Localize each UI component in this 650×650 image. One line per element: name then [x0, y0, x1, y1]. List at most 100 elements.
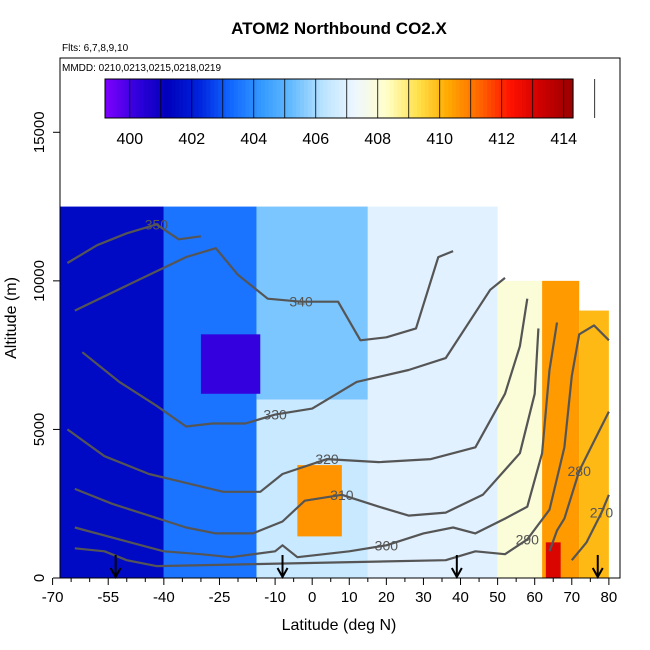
colorbar-swatch-7: [132, 79, 137, 118]
colorbar-swatch-8: [136, 79, 141, 118]
contour-line-300: [74, 322, 559, 559]
colorbar-swatch-14: [159, 79, 165, 118]
field-anomaly-2: [545, 542, 561, 578]
colorbar-swatch-103: [506, 79, 512, 118]
colorbar: 400 402 404 406 408 410 412 414: [104, 78, 596, 148]
colorbar-swatch-35: [241, 79, 246, 118]
colorbar-swatch-25: [202, 79, 207, 118]
colorbar-swatch-102: [502, 79, 508, 118]
colorbar-swatch-19: [179, 79, 184, 118]
colorbar-swatch-3: [116, 79, 122, 118]
field-region-4: [367, 206, 498, 579]
colorbar-swatch-118: [565, 79, 570, 118]
colorbar-swatch-70: [378, 79, 383, 118]
colorbar-swatch-54: [315, 79, 321, 118]
colorbar-swatch-33: [233, 79, 239, 118]
field-region-2: [256, 206, 368, 400]
colorbar-swatch-108: [526, 79, 531, 118]
colorbar-swatch-63: [350, 79, 356, 118]
colorbar-swatch-30: [222, 79, 227, 118]
colorbar-swatch-56: [323, 79, 328, 118]
colorbar-swatch-6: [128, 79, 133, 118]
colorbar-swatch-71: [381, 79, 387, 118]
colorbar-swatch-96: [479, 79, 484, 118]
colorbar-swatch-80: [417, 79, 422, 118]
contour-label-320: 320: [315, 451, 339, 467]
x-tick-label--10: -10: [264, 589, 286, 606]
x-tick-label-80: 80: [601, 589, 618, 606]
colorbar-swatch-114: [549, 79, 555, 118]
field-region-0: [60, 206, 164, 579]
colorbar-swatch-0: [105, 79, 110, 118]
colorbar-swatch-89: [452, 79, 457, 118]
colorbar-swatch-79: [413, 79, 418, 118]
colorbar-swatch-18: [175, 79, 180, 118]
colorbar-swatch-59: [335, 79, 340, 118]
colorbar-swatch-65: [358, 79, 363, 118]
colorbar-swatch-110: [534, 79, 539, 118]
colorbar-swatch-93: [467, 79, 473, 118]
colorbar-swatch-40: [261, 79, 266, 118]
colorbar-swatch-101: [498, 79, 504, 118]
colorbar-swatch-13: [155, 79, 161, 118]
colorbar-swatch-67: [366, 79, 371, 118]
colorbar-swatch-44: [276, 79, 282, 118]
colorbar-swatch-50: [300, 79, 305, 118]
colorbar-swatch-11: [147, 79, 153, 118]
contour-line-310: [74, 328, 540, 535]
colorbar-swatch-94: [471, 79, 477, 118]
y-tick-label-0: 0: [31, 574, 48, 582]
colorbar-swatch-32: [229, 79, 235, 118]
colorbar-swatch-111: [537, 79, 543, 118]
colorbar-swatch-106: [518, 79, 523, 118]
colorbar-swatch-47: [288, 79, 293, 118]
colorbar-swatch-29: [218, 79, 223, 118]
colorbar-swatch-15: [163, 79, 168, 118]
colorbar-swatch-68: [370, 79, 375, 118]
colorbar-swatch-84: [432, 79, 438, 118]
y-axis: 0 5000 10000 15000: [31, 111, 60, 582]
colorbar-swatch-98: [487, 79, 492, 118]
contour-line-350: [66, 223, 202, 264]
colorbar-swatch-53: [311, 79, 317, 118]
colorbar-swatch-91: [459, 79, 465, 118]
colorbar-swatch-37: [249, 79, 254, 118]
colorbar-swatch-92: [463, 79, 469, 118]
colorbar-tick-label-400: 400: [116, 131, 143, 148]
colorbar-swatch-51: [303, 79, 309, 118]
colorbar-swatch-78: [409, 79, 414, 118]
contour-label-350: 350: [145, 216, 169, 232]
colorbar-swatch-57: [327, 79, 332, 118]
x-tick-label--70: -70: [42, 589, 64, 606]
x-tick-label-40: 40: [452, 589, 469, 606]
x-tick-label-0: 0: [308, 589, 316, 606]
colorbar-swatch-116: [557, 79, 562, 118]
colorbar-swatch-21: [186, 79, 192, 118]
colorbar-swatch-77: [405, 79, 410, 118]
colorbar-swatch-88: [448, 79, 453, 118]
dates-label: MMDD: 0210,0213,0215,0218,0219: [62, 63, 221, 74]
y-tick-label-5000: 5000: [31, 413, 48, 446]
arrow-head-1: [276, 567, 289, 580]
colorbar-swatch-73: [389, 79, 395, 118]
colorbar-swatch-61: [342, 79, 348, 118]
field-region-7: [579, 310, 609, 578]
colorbar-swatch-10: [144, 79, 149, 118]
chart-title: ATOM2 Northbound CO2.X: [231, 19, 447, 38]
x-tick-label-70: 70: [563, 589, 580, 606]
colorbar-swatch-83: [428, 79, 434, 118]
colorbar-swatch-119: [569, 79, 574, 118]
colorbar-swatch-16: [167, 79, 172, 118]
x-tick-label-50: 50: [489, 589, 506, 606]
colorbar-swatch-22: [190, 79, 196, 118]
colorbar-swatch-87: [444, 79, 449, 118]
colorbar-tick-label-410: 410: [426, 131, 453, 148]
colorbar-swatch-45: [280, 79, 285, 118]
colorbar-swatch-104: [510, 79, 516, 118]
colorbar-swatch-100: [495, 79, 500, 118]
colorbar-swatch-31: [225, 79, 231, 118]
contour-line-330: [81, 277, 506, 428]
colorbar-tick-label-408: 408: [364, 131, 391, 148]
colorbar-swatch-52: [307, 79, 313, 118]
colorbar-swatch-115: [553, 79, 558, 118]
